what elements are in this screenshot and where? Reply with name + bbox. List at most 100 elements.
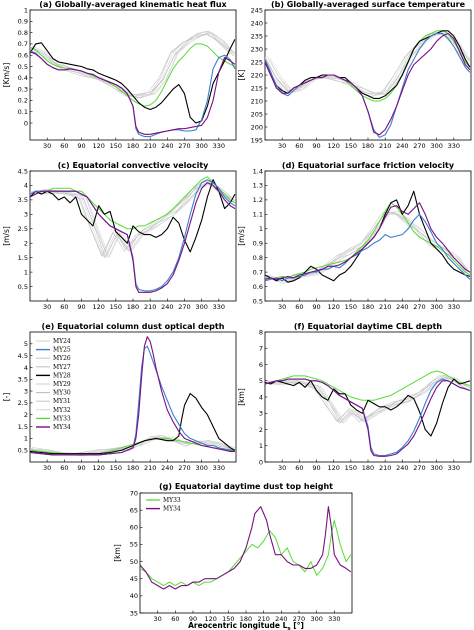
- panel-g-xtick-label: 300: [310, 615, 322, 623]
- panel-d-ylabel: [m/s]: [237, 226, 246, 246]
- panel-a-xtick-label: 240: [161, 142, 173, 150]
- panel-c-ytick-label: 4: [24, 182, 28, 190]
- panel-e-legend-label: MY26: [53, 355, 71, 362]
- panel-g-plot-area: [140, 506, 352, 590]
- panel-d-ticks: 30 60 90 120 150 180 210 240 270 300 330 0.5 0.6 0.7 0…: [253, 167, 460, 311]
- panel-b-series-my30: [265, 33, 470, 94]
- panel-f-title: (f) Equatorial daytime CBL depth: [294, 322, 443, 331]
- panel-c-series-my29: [33, 181, 236, 259]
- panel-e-xtick-label: 120: [92, 464, 104, 472]
- panel-b-ytick-label: 205: [251, 110, 263, 118]
- panel-g-xtick-label: 330: [328, 615, 340, 623]
- panel-b-ytick-label: 220: [251, 71, 263, 79]
- panel-b-series-my25: [265, 32, 471, 138]
- panel-f-frame: [264, 331, 472, 463]
- panel-d-xtick-label: 60: [295, 303, 303, 311]
- panel-a-ytick-label: 0.4: [18, 74, 28, 82]
- panel-e-ytick-label: 5: [24, 340, 28, 348]
- panel-c-xtick-label: 330: [213, 303, 225, 311]
- panel-f-ylabel: [km]: [237, 388, 246, 406]
- panel-a-series-my31: [30, 31, 231, 97]
- panel-d-series-my29: [268, 213, 471, 283]
- panel-f-ytick-label: 1: [259, 442, 263, 450]
- panel-c: (c) Equatorial convective velocity [m/s]…: [2, 161, 237, 311]
- panel-c-frame: [29, 170, 237, 302]
- panel-f-plot-area: [265, 370, 471, 457]
- panel-d-xtick-label: 90: [312, 303, 320, 311]
- panel-c-xtick-label: 30: [43, 303, 51, 311]
- panel-f-xtick-label: 30: [278, 464, 286, 472]
- panel-g-ytick-label: 70: [130, 489, 138, 497]
- panel-b-ytick-label: 245: [251, 6, 263, 14]
- panel-b-ytick-label: 215: [251, 84, 263, 92]
- panel-g-legend: MY33 MY34: [146, 497, 181, 513]
- panel-e: (e) Equatorial column dust optical depth…: [2, 322, 237, 472]
- panel-e-legend-label: MY30: [53, 390, 71, 397]
- panel-f-ytick-label: 0: [259, 458, 263, 466]
- panel-d-xtick-label: 210: [379, 303, 391, 311]
- panel-a: (a) Globally-averaged kinematic heat flu…: [2, 0, 237, 150]
- panel-a-series-my29: [33, 32, 236, 96]
- panel-b-series-my24: [265, 33, 469, 97]
- panel-b-title: (b) Globally-averaged surface temperatur…: [271, 0, 466, 9]
- panel-g-xtick-label: 30: [154, 615, 162, 623]
- panel-e-legend-label: MY29: [53, 381, 71, 388]
- panel-d-xtick-label: 120: [327, 303, 339, 311]
- panel-b-series-my34: [265, 32, 471, 136]
- panel-a-xtick-label: 30: [43, 142, 51, 150]
- panel-e-series-my28: [30, 392, 236, 455]
- panel-f-xtick-label: 150: [345, 464, 357, 472]
- panel-d-ytick-label: 0.8: [253, 254, 263, 262]
- panel-e-ylabel: [-]: [2, 393, 11, 402]
- panel-b: (b) Globally-averaged surface temperatur…: [237, 0, 472, 150]
- panel-b-xtick-label: 210: [379, 142, 391, 150]
- panel-e-xtick-label: 210: [144, 464, 156, 472]
- panel-c-series-my26: [32, 180, 236, 256]
- panel-g-xtick-label: 120: [204, 615, 216, 623]
- panel-c-ytick-label: 1: [24, 268, 28, 276]
- panel-b-xtick-label: 240: [396, 142, 408, 150]
- panel-e-legend-label: MY31: [53, 398, 71, 405]
- panel-d-xtick-label: 300: [430, 303, 442, 311]
- panel-e-lines: [30, 336, 236, 457]
- panel-f-series-my31: [265, 375, 466, 423]
- panel-e-series-my34: [30, 336, 235, 456]
- panel-g-series-my33: [140, 519, 352, 587]
- panel-e-ytick-label: 4: [24, 364, 28, 372]
- panel-f-ytick-label: 3: [259, 410, 263, 418]
- panel-d-series-my31: [265, 212, 466, 282]
- panel-g-xtick-label: 60: [171, 615, 179, 623]
- panel-e-ytick-label: 3: [24, 387, 28, 395]
- panel-f-lines: [265, 370, 471, 457]
- panel-g: (g) Equatorial daytime dust top height […: [113, 482, 353, 623]
- panel-g-ytick-label: 45: [130, 575, 138, 583]
- panel-d-series-my25: [265, 213, 471, 282]
- panel-c-xtick-label: 300: [195, 303, 207, 311]
- panel-a-xtick-label: 330: [213, 142, 225, 150]
- panel-a-xtick-label: 90: [77, 142, 85, 150]
- panel-f-xtick-label: 90: [312, 464, 320, 472]
- panel-g-ytick-label: 55: [130, 541, 138, 549]
- panel-b-xtick-label: 300: [430, 142, 442, 150]
- panel-c-ytick-label: 3: [24, 211, 28, 219]
- panel-d-xtick-label: 30: [278, 303, 286, 311]
- panel-a-ytick-label: 0.1: [18, 108, 28, 116]
- panel-b-lines: [265, 30, 471, 138]
- panel-d-ytick-label: 1.3: [253, 182, 263, 190]
- panel-a-plot-area: [30, 30, 236, 138]
- panel-e-xtick-label: 300: [195, 464, 207, 472]
- panel-c-plot-area: [30, 176, 236, 293]
- panel-d: (d) Equatorial surface friction velocity…: [237, 161, 472, 311]
- panel-d-ytick-label: 0.9: [253, 240, 263, 248]
- panel-d-xtick-label: 270: [413, 303, 425, 311]
- panel-b-xtick-label: 330: [448, 142, 460, 150]
- panel-c-series-my33: [30, 176, 236, 230]
- panel-a-ytick-label: 0.9: [18, 18, 28, 26]
- panel-c-xtick-label: 120: [92, 303, 104, 311]
- panel-c-ytick-label: 2.5: [18, 225, 28, 233]
- panel-f-ytick-label: 2: [259, 426, 263, 434]
- panel-g-ytick-label: 50: [130, 558, 138, 566]
- x-axis-label: Areocentric longitude Ls [°]: [188, 621, 304, 630]
- panel-a-ytick-label: 1: [24, 6, 28, 14]
